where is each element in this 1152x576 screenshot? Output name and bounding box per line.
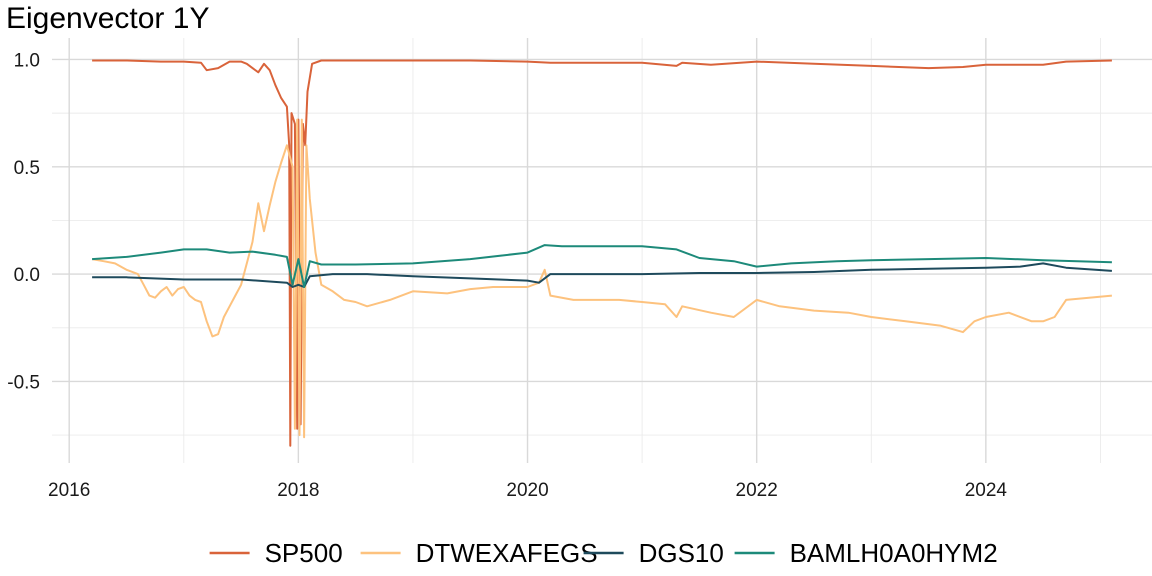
series-line-dtwexafegs (91, 118, 1112, 439)
y-tick-label: 0.0 (14, 265, 40, 286)
series-line-bamlh0a0hym2 (92, 244, 1112, 288)
series-line-dgs10 (92, 262, 1112, 288)
series-layer (91, 59, 1112, 447)
x-tick-label: 2022 (736, 480, 778, 501)
legend-item-dgs10: DGS10 (583, 538, 724, 568)
legend: SP500 DTWEXAFEGS DGS10 BAMLH0A0HYM2 (209, 538, 998, 568)
x-tick-label: 2024 (965, 480, 1008, 501)
legend-item-dtwexafegs: DTWEXAFEGS (360, 538, 598, 568)
y-tick-label: 1.0 (14, 50, 40, 71)
legend-item-sp500: SP500 (209, 538, 343, 568)
legend-label: DGS10 (639, 538, 724, 568)
x-tick-label: 2018 (277, 480, 319, 501)
x-axis-tick-labels: 2016 2018 2020 2022 2024 (48, 480, 1007, 501)
x-tick-label: 2020 (506, 480, 548, 501)
chart-title: Eigenvector 1Y (6, 2, 209, 35)
y-tick-label: 0.5 (14, 158, 40, 179)
legend-item-bamlh0a0hym2: BAMLH0A0HYM2 (734, 538, 998, 568)
series-line-sp500 (92, 59, 1112, 447)
legend-label: BAMLH0A0HYM2 (790, 538, 998, 568)
y-axis-tick-labels: -0.5 0.0 0.5 1.0 (7, 50, 40, 393)
legend-label: DTWEXAFEGS (416, 538, 598, 568)
legend-label: SP500 (265, 538, 343, 568)
y-tick-label: -0.5 (7, 372, 40, 393)
plot-grid (52, 38, 1152, 463)
x-tick-label: 2016 (48, 480, 90, 501)
